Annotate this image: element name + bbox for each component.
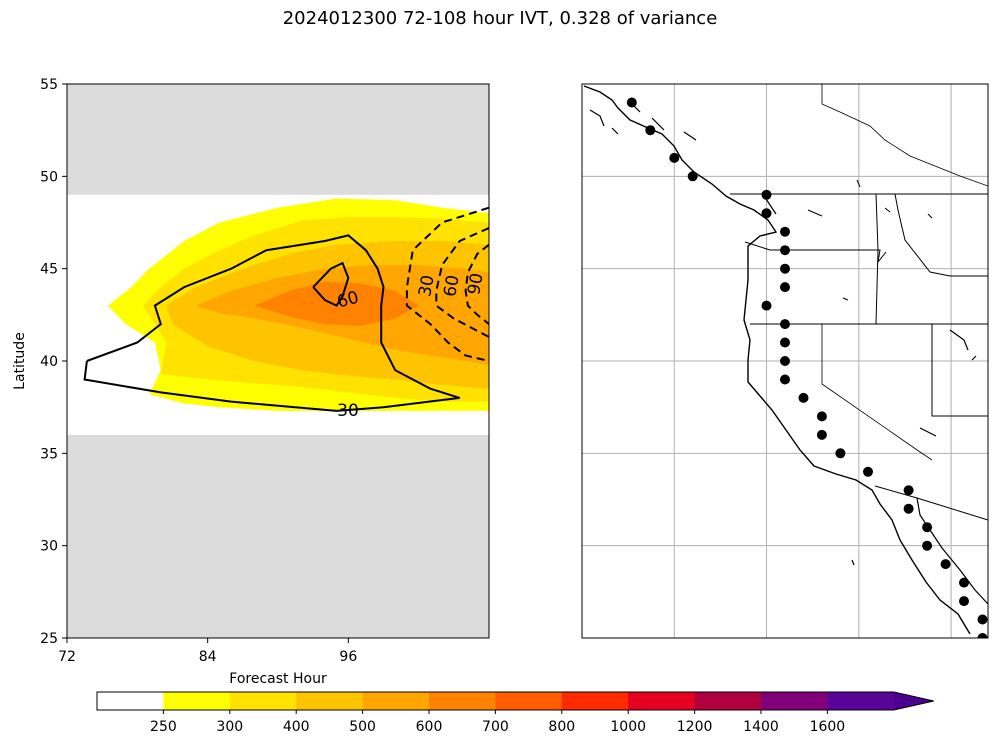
colorbar-tick-label: 700 xyxy=(482,719,509,735)
colorbar-tick-label: 400 xyxy=(283,719,310,735)
station-marker xyxy=(761,208,772,219)
y-tick-label: 35 xyxy=(40,446,58,462)
station-marker xyxy=(761,300,772,311)
station-marker xyxy=(780,263,790,274)
station-marker xyxy=(977,633,988,638)
figure-title: 2024012300 72-108 hour IVT, 0.328 of var… xyxy=(282,8,718,29)
station-marker xyxy=(835,448,846,459)
contour-label: 90 xyxy=(464,272,487,297)
colorbar-tick-label: 300 xyxy=(216,719,243,735)
station-marker xyxy=(780,319,790,330)
canada-interior-line xyxy=(821,84,988,187)
colorbar-tick-label: 1600 xyxy=(810,719,846,735)
x-tick-label: 84 xyxy=(199,649,217,665)
colorbar-tick-label: 250 xyxy=(150,719,177,735)
colorbar-segment xyxy=(97,692,164,710)
station-marker xyxy=(798,392,809,403)
map-gridlines xyxy=(582,84,988,638)
station-marker xyxy=(816,411,827,422)
station-marker xyxy=(922,540,933,551)
dashed-contour-60 xyxy=(435,227,489,338)
station-marker xyxy=(780,337,790,348)
station-marker xyxy=(903,503,914,514)
y-tick-label: 30 xyxy=(40,539,58,555)
station-marker xyxy=(780,282,790,293)
colorbar-tick-label: 1400 xyxy=(743,719,779,735)
colorbar-tick-label: 1200 xyxy=(677,719,713,735)
colorbar-segment xyxy=(229,692,297,710)
station-marker xyxy=(780,356,790,366)
contour-label: 30 xyxy=(337,401,359,421)
washington-oregon-border xyxy=(744,241,887,264)
station-marker xyxy=(669,152,680,163)
nevada-utah-border xyxy=(931,324,988,417)
y-tick-label: 40 xyxy=(40,354,58,370)
masked-latitude-bands xyxy=(67,84,489,638)
colorbar-segment xyxy=(296,692,364,710)
left-axes: 72 84 96 25 30 35 40 45 50 55 xyxy=(40,77,357,665)
station-marker xyxy=(863,466,873,477)
station-marker xyxy=(780,226,790,237)
colorbar-tick-label: 800 xyxy=(548,719,575,735)
x-tick-label: 72 xyxy=(58,649,76,665)
idaho-border xyxy=(875,193,988,325)
contour-label: 30 xyxy=(415,274,438,299)
coastline xyxy=(583,85,971,635)
colorbar-outline xyxy=(96,691,934,711)
station-marker xyxy=(977,614,988,625)
dashed-contour-90 xyxy=(464,243,489,325)
x-axis-label: Forecast Hour xyxy=(229,671,327,687)
nevada-california-border xyxy=(821,324,933,461)
colorbar-segment xyxy=(362,692,430,710)
station-marker xyxy=(780,245,790,256)
station-marker xyxy=(903,485,914,496)
colorbar-segment xyxy=(163,692,231,710)
island-outlines xyxy=(589,103,977,566)
colorbar-segment xyxy=(694,692,762,710)
colorbar: 250 300 400 500 600 700 800 1000 1200 1400 1600 xyxy=(96,691,934,735)
lake-shapes xyxy=(807,179,933,301)
map-panel xyxy=(581,83,989,639)
masked-band-0 xyxy=(67,434,489,638)
plot-frame-right xyxy=(581,83,989,639)
station-markers xyxy=(626,97,988,638)
y-tick-label: 50 xyxy=(40,169,58,185)
station-marker xyxy=(959,577,969,588)
station-marker xyxy=(940,559,951,570)
station-marker xyxy=(645,125,656,136)
colorbar-tick-label: 1000 xyxy=(610,719,646,735)
station-marker xyxy=(687,171,698,182)
colorbar-segment xyxy=(827,692,895,710)
station-marker xyxy=(922,522,933,533)
station-marker xyxy=(626,97,637,108)
solid-contour-30 xyxy=(83,234,460,412)
colorbar-segment xyxy=(761,692,828,710)
y-tick-label: 55 xyxy=(40,77,58,93)
solid-contour-60 xyxy=(312,261,350,307)
y-axis-label: Latitude xyxy=(12,332,28,390)
dashed-contour-30 xyxy=(405,206,489,362)
colorbar-tick-label: 500 xyxy=(349,719,376,735)
station-marker xyxy=(816,429,827,440)
y-tick-label: 45 xyxy=(40,262,58,278)
contour-label: 60 xyxy=(440,274,463,299)
y-tick-label: 25 xyxy=(40,631,58,647)
baja-coast xyxy=(916,497,988,605)
colorbar-segment xyxy=(561,692,629,710)
colorbar-segment xyxy=(429,692,496,710)
station-marker xyxy=(761,189,772,200)
colorbar-extend-arrow xyxy=(893,692,934,710)
variance-contour-lines xyxy=(83,206,489,412)
colorbar-segment xyxy=(495,692,563,710)
x-tick-label: 96 xyxy=(339,649,357,665)
colorbar-segment xyxy=(628,692,696,710)
masked-band-1 xyxy=(67,84,489,195)
station-marker xyxy=(780,374,790,385)
colorbar-tick-label: 600 xyxy=(416,719,443,735)
station-marker xyxy=(959,596,969,607)
